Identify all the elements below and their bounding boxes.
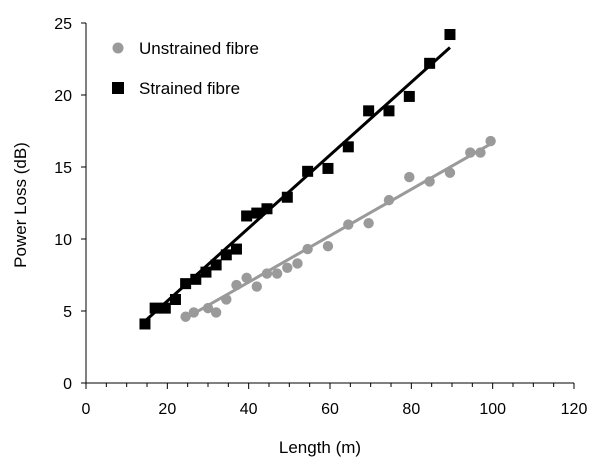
y-tick-label: 0 (63, 376, 72, 393)
y-tick-label: 5 (63, 304, 72, 321)
data-point-strained (169, 293, 181, 305)
data-point-strained (261, 203, 273, 215)
data-point-unstrained (180, 311, 191, 322)
data-point-strained (210, 259, 222, 271)
data-point-strained (363, 105, 375, 117)
data-point-strained (200, 266, 212, 278)
data-point-unstrained (221, 294, 232, 305)
y-tick-label: 20 (54, 88, 72, 105)
data-point-strained (383, 105, 395, 117)
data-point-strained (342, 141, 354, 153)
x-tick-label: 60 (321, 401, 339, 418)
data-point-unstrained (485, 135, 496, 147)
data-point-unstrained (363, 217, 374, 229)
legend: Unstrained fibre Strained fibre (112, 39, 259, 98)
data-point-unstrained (251, 281, 262, 292)
data-point-unstrained (210, 307, 222, 318)
x-tick-label: 20 (158, 401, 176, 418)
data-point-unstrained (188, 307, 199, 318)
y-tick-label: 15 (54, 160, 72, 177)
data-point-strained (159, 302, 171, 314)
data-point-unstrained (322, 241, 334, 252)
fit-line-unstrained (184, 142, 492, 320)
y-tick-label: 10 (54, 232, 72, 249)
legend-label-unstrained: Unstrained fibre (139, 39, 259, 58)
x-tick-label: 0 (82, 401, 91, 418)
data-point-strained (424, 57, 436, 69)
data-point-unstrained (271, 268, 283, 279)
x-tick-label: 40 (240, 401, 258, 418)
data-point-strained (190, 273, 202, 285)
data-point-strained (302, 165, 314, 177)
data-point-unstrained (444, 167, 456, 178)
data-point-unstrained (475, 147, 486, 158)
data-point-unstrained (292, 258, 303, 269)
data-point-unstrained (202, 302, 214, 314)
x-tick-label: 120 (561, 401, 588, 418)
data-point-unstrained (282, 262, 293, 273)
x-axis-title: Length (m) (279, 438, 361, 457)
data-point-unstrained (343, 219, 354, 230)
data-point-strained (180, 278, 192, 290)
axes (85, 23, 574, 384)
x-tick-label: 100 (479, 401, 506, 418)
data-point-strained (281, 191, 293, 203)
data-point-unstrained (302, 243, 313, 255)
y-tick-label: 25 (54, 16, 72, 33)
data-point-strained (230, 243, 242, 255)
data-point-strained (220, 249, 232, 261)
data-point-unstrained (241, 272, 252, 284)
data-point-unstrained (383, 194, 395, 206)
data-point-unstrained (404, 171, 415, 183)
legend-marker-strained (112, 82, 124, 94)
x-tick-label: 80 (402, 401, 420, 418)
data-point-strained (444, 29, 456, 41)
data-point-strained (149, 302, 161, 314)
ticks: 0 5 10 15 20 25 0 20 40 60 80 100 120 (54, 16, 587, 418)
data-point-strained (251, 207, 263, 219)
data-point-unstrained (465, 147, 476, 158)
data-point-strained (139, 318, 151, 330)
y-axis-title: Power Loss (dB) (11, 142, 30, 268)
legend-marker-unstrained (112, 42, 124, 54)
data-point-strained (241, 210, 253, 222)
legend-label-strained: Strained fibre (139, 79, 240, 98)
data-point-unstrained (261, 268, 273, 279)
data-point-unstrained (424, 176, 435, 187)
data-point-strained (322, 162, 334, 174)
data-point-unstrained (231, 279, 242, 291)
data-point-strained (403, 90, 415, 102)
data-points (139, 29, 496, 330)
